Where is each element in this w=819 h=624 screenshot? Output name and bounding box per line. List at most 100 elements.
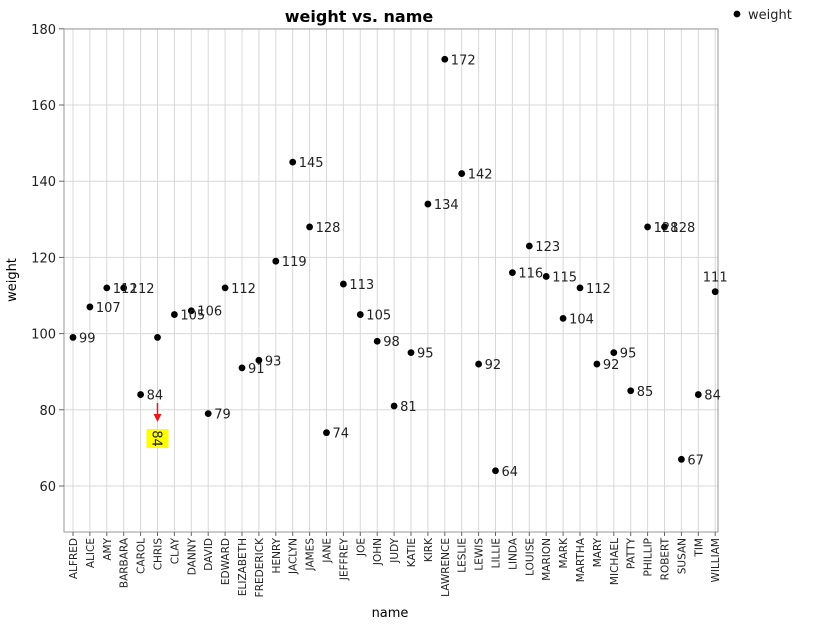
- data-label-jane: 74: [333, 427, 350, 442]
- data-label-barbara: 112: [130, 282, 155, 297]
- data-point-mark[interactable]: [559, 314, 567, 322]
- data-point-jeffrey[interactable]: [340, 280, 347, 288]
- x-axis-label: name: [372, 606, 409, 621]
- y-axis-label: weight: [5, 258, 20, 302]
- y-tick-label: 100: [31, 328, 56, 343]
- plot-frame: [63, 28, 719, 533]
- data-point-elizabeth[interactable]: [238, 364, 246, 372]
- labels-layer: 9910711211284105106791129193119145128741…: [79, 53, 728, 479]
- x-tick-label-alice: ALICE: [85, 538, 97, 568]
- data-label-michael: 95: [620, 347, 637, 362]
- annotation-arrow-head: [153, 414, 162, 422]
- data-label-kirk: 134: [434, 198, 459, 213]
- data-point-frederick[interactable]: [255, 356, 263, 364]
- data-point-chris[interactable]: [154, 334, 161, 341]
- data-point-louise[interactable]: [525, 242, 533, 250]
- data-label-linda: 116: [518, 267, 543, 282]
- data-label-susan: 67: [687, 453, 704, 468]
- annotation-highlight: [146, 429, 169, 448]
- legend: weight: [733, 8, 792, 23]
- x-tick-label-edward: EDWARD: [220, 538, 232, 585]
- axes-layer: 60 80 100 120 140 160 180 ALFRED ALICE AMY BARBARA…: [31, 23, 722, 598]
- data-point-patty[interactable]: [627, 387, 635, 395]
- data-point-mary[interactable]: [593, 360, 601, 368]
- data-label-patty: 85: [637, 385, 654, 400]
- data-point-lewis[interactable]: [475, 360, 482, 368]
- x-tick-label-james: JAMES: [305, 538, 317, 572]
- data-point-lawrence[interactable]: [441, 55, 449, 63]
- data-label-jaclyn: 145: [299, 156, 324, 171]
- data-label-carol: 84: [147, 389, 164, 404]
- x-tick-label-lawrence: LAWRENCE: [440, 538, 452, 597]
- data-point-joe[interactable]: [356, 311, 364, 318]
- x-tick-label-patty: PATTY: [626, 537, 638, 569]
- data-point-lillie[interactable]: [492, 467, 499, 475]
- x-tick-label-katie: KATIE: [406, 538, 418, 567]
- data-label-robert: 128: [671, 221, 696, 236]
- data-point-carol[interactable]: [137, 391, 145, 398]
- data-label-lawrence: 172: [451, 53, 476, 68]
- data-label-james: 128: [316, 221, 341, 236]
- data-point-clay[interactable]: [171, 311, 178, 318]
- y-tick-label: 140: [31, 175, 56, 190]
- data-label-elizabeth: 91: [248, 362, 265, 377]
- data-point-tim[interactable]: [694, 391, 702, 398]
- data-label-tim: 84: [704, 389, 721, 404]
- data-point-alfred[interactable]: [69, 334, 77, 341]
- x-tick-label-tim: TIM: [693, 538, 705, 558]
- data-point-danny[interactable]: [187, 307, 195, 315]
- data-point-katie[interactable]: [407, 349, 415, 357]
- data-label-edward: 112: [231, 282, 256, 297]
- x-tick-label-frederick: FREDERICK: [254, 537, 266, 597]
- data-label-lillie: 64: [502, 465, 519, 480]
- data-point-jaclyn[interactable]: [289, 158, 297, 166]
- data-label-phillip: 128: [654, 221, 679, 236]
- data-point-edward[interactable]: [221, 284, 229, 292]
- data-label-mary: 92: [603, 358, 620, 373]
- data-point-john[interactable]: [373, 337, 381, 345]
- x-tick-label-amy: AMY: [102, 537, 114, 560]
- x-tick-label-elizabeth: ELIZABETH: [237, 538, 249, 596]
- x-tick-label-kirk: KIRK: [423, 537, 435, 562]
- data-point-william[interactable]: [711, 288, 719, 296]
- x-tick-label-jane: JANE: [322, 538, 334, 564]
- x-tick-label-phillip: PHILLIP: [643, 538, 655, 576]
- x-tick-label-robert: ROBERT: [660, 537, 672, 580]
- data-point-judy[interactable]: [390, 402, 398, 410]
- data-point-alice[interactable]: [86, 303, 94, 311]
- data-point-marion[interactable]: [542, 273, 550, 280]
- data-point-kirk[interactable]: [424, 200, 432, 208]
- x-tick-label-henry: HENRY: [271, 537, 283, 573]
- data-point-susan[interactable]: [678, 455, 685, 463]
- data-point-michael[interactable]: [610, 349, 618, 357]
- annotation-layer: 84: [146, 403, 169, 448]
- data-label-david: 79: [214, 408, 231, 423]
- x-tick-label-michael: MICHAEL: [609, 538, 621, 585]
- data-point-henry[interactable]: [272, 257, 280, 265]
- data-point-jane[interactable]: [323, 429, 330, 437]
- x-tick-label-marion: MARION: [541, 538, 553, 581]
- data-point-amy[interactable]: [103, 284, 111, 292]
- data-point-martha[interactable]: [576, 284, 584, 292]
- data-point-linda[interactable]: [509, 269, 516, 277]
- data-point-barbara[interactable]: [120, 284, 128, 292]
- data-label-lewis: 92: [485, 358, 502, 373]
- grid-layer: [64, 28, 718, 532]
- data-label-henry: 119: [282, 255, 307, 270]
- x-tick-label-joe: JOE: [355, 538, 367, 557]
- data-label-louise: 123: [535, 240, 560, 255]
- x-tick-label-louise: LOUISE: [524, 538, 536, 576]
- chart-title: weight vs. name: [285, 7, 434, 26]
- data-point-leslie[interactable]: [458, 170, 466, 177]
- data-point-james[interactable]: [306, 223, 313, 231]
- y-tick-label: 60: [39, 480, 56, 495]
- data-label-william: 111: [703, 271, 728, 286]
- data-point-phillip[interactable]: [644, 223, 651, 231]
- data-point-robert[interactable]: [661, 223, 668, 231]
- x-tick-label-mary: MARY: [592, 537, 604, 567]
- x-tick-label-lillie: LILLIE: [491, 538, 503, 568]
- data-point-david[interactable]: [204, 410, 212, 418]
- x-tick-label-leslie: LESLIE: [457, 538, 469, 573]
